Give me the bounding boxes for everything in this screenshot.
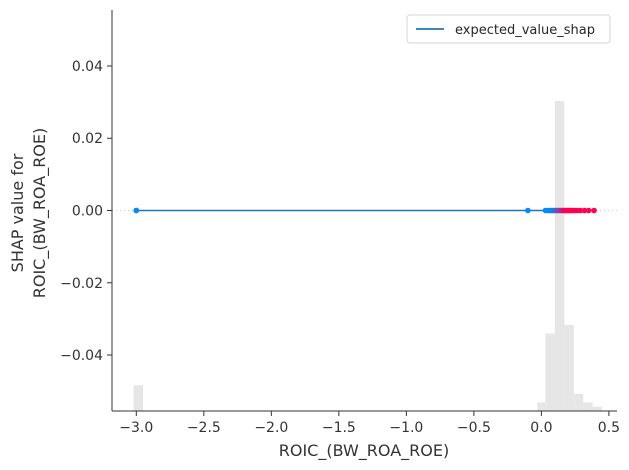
histogram-bar-2 — [545, 333, 555, 411]
scatter-point-28 — [591, 207, 597, 214]
histogram-bar-6 — [583, 402, 593, 411]
y-tick-label-0: 0.04 — [72, 59, 103, 75]
x-tick-label-3: −1.5 — [322, 420, 356, 436]
y-tick-label-3: −0.02 — [60, 276, 103, 292]
x-axis-ticks: −3.0 −2.5 −2.0 −1.5 −1.0 −0.5 0.0 0.5 — [119, 411, 620, 436]
x-tick-label-5: −0.5 — [457, 420, 491, 436]
scatter-point-26 — [581, 207, 588, 214]
x-tick-label-1: −2.5 — [187, 420, 221, 436]
x-tick-label-0: −3.0 — [119, 420, 153, 436]
x-tick-label-4: −1.0 — [389, 420, 423, 436]
y-axis-label-line-2: ROIC_(BW_ROA_ROE) — [30, 128, 50, 299]
histogram-bar-1 — [537, 402, 546, 411]
scatter-point-25 — [577, 207, 584, 214]
y-axis-label-line-1: SHAP value for — [8, 153, 27, 272]
histogram-bar-5 — [573, 393, 584, 411]
y-axis-ticks: 0.04 0.02 0.00 −0.02 −0.04 — [60, 59, 112, 364]
y-tick-label-1: 0.02 — [72, 131, 103, 147]
histogram-bar-4 — [564, 324, 574, 411]
x-tick-label-6: 0.0 — [530, 420, 552, 436]
histogram-bar-7 — [592, 406, 603, 411]
histogram-bar-0 — [133, 385, 144, 411]
legend-box — [406, 14, 611, 44]
y-tick-label-2: 0.00 — [72, 204, 103, 220]
scatter-points — [133, 207, 597, 214]
x-axis-label: ROIC_(BW_ROA_ROE) — [279, 441, 450, 461]
scatter-point-1 — [133, 207, 140, 214]
scatter-point-2 — [525, 207, 531, 214]
y-tick-label-4: −0.04 — [60, 348, 103, 364]
histogram — [133, 101, 603, 411]
legend: expected_value_shap — [406, 14, 611, 44]
legend-entry-label: expected_value_shap — [455, 23, 595, 38]
scatter-point-27 — [585, 207, 592, 214]
histogram-bar-3 — [554, 101, 565, 411]
x-tick-label-7: 0.5 — [598, 420, 620, 436]
x-tick-label-2: −2.0 — [254, 420, 288, 436]
